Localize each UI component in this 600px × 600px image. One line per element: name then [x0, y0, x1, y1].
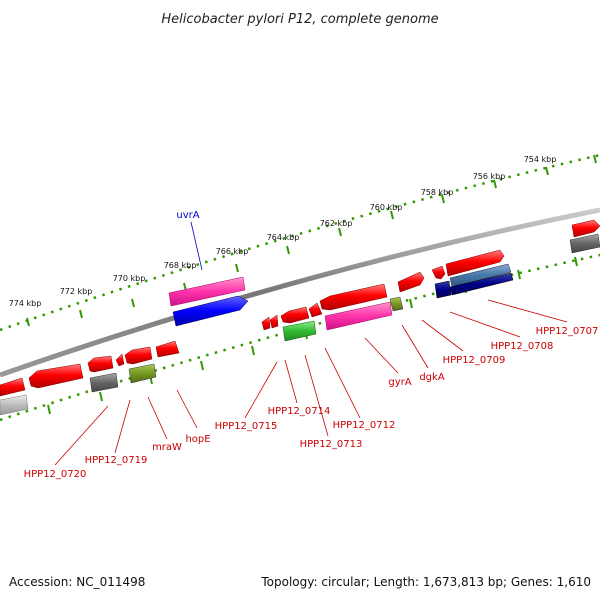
gene-label-HPP12_0707: HPP12_0707: [536, 326, 599, 337]
genome-backbone: [0, 207, 600, 378]
gene-hopE[interactable]: [155, 340, 180, 358]
leader-line: [54, 405, 109, 466]
scale-tick: [441, 194, 445, 204]
scale-tick: [235, 263, 239, 273]
leader-line: [114, 399, 131, 454]
gene-label-dgkA: dgkA: [419, 372, 444, 383]
gene-dgkA[interactable]: [389, 271, 425, 312]
leader-line: [284, 359, 298, 404]
leader-line: [190, 221, 203, 271]
leader-line: [421, 319, 464, 352]
scale-tick: [545, 166, 549, 176]
scale-tick: [390, 210, 394, 220]
scale-labels: 754 kbp 756 kbp 758 kbp 760 kbp 762 kbp …: [9, 155, 557, 308]
leader-line: [324, 347, 361, 419]
gene-HPP12_0714[interactable]: [269, 314, 279, 329]
scale-tick: [200, 360, 204, 371]
scale-tick: [79, 309, 83, 319]
scale-tick: [593, 154, 597, 164]
gene-label-HPP12_0708: HPP12_0708: [491, 341, 554, 352]
gene-label-gyrA: gyrA: [388, 377, 411, 388]
scale-label: 766 kbp: [216, 247, 249, 256]
gene-gyrA[interactable]: [319, 283, 393, 331]
gene-labels: uvrA HPP12_0707 HPP12_0708 HPP12_0709 dg…: [24, 210, 599, 480]
scale-tick: [574, 256, 578, 267]
leader-line: [487, 299, 568, 323]
scale-label: 760 kbp: [370, 203, 403, 212]
gene-HPP12_0719[interactable]: [87, 353, 125, 393]
gene-HPP12_0712[interactable]: [308, 302, 323, 318]
scale-label: 772 kbp: [60, 287, 93, 296]
scale-tick: [99, 391, 103, 402]
leader-line: [304, 354, 329, 437]
leader-line: [401, 324, 429, 369]
leader-line: [449, 311, 521, 338]
leader-line: [364, 337, 399, 374]
leader-line: [176, 389, 198, 429]
scale-track-outer: [0, 153, 600, 332]
gene-HPP12_0708[interactable]: [445, 249, 514, 296]
scale-label: 754 kbp: [524, 155, 557, 164]
gene-label-HPP12_0715: HPP12_0715: [215, 421, 278, 432]
scale-tick: [517, 269, 521, 280]
gene-mraW[interactable]: [124, 346, 157, 384]
gene-HPP12_0720[interactable]: [0, 363, 84, 416]
scale-tick: [251, 345, 255, 356]
gene-HPP12_0709[interactable]: [431, 265, 452, 299]
scale-label: 758 kbp: [421, 188, 454, 197]
accession-text: Accession: NC_011498: [9, 575, 145, 589]
scale-tick: [26, 317, 30, 327]
scale-label: 774 kbp: [9, 299, 42, 308]
gene-uvrA[interactable]: [168, 276, 249, 327]
scale-tick: [286, 245, 290, 255]
scale-tick: [131, 298, 135, 308]
gene-label-HPP12_0713: HPP12_0713: [300, 439, 363, 450]
gene-label-uvrA: uvrA: [176, 210, 199, 221]
gene-label-hopE: hopE: [185, 434, 210, 445]
gene-label-HPP12_0712: HPP12_0712: [333, 420, 396, 431]
scale-tick: [409, 298, 413, 309]
leader-line: [147, 396, 168, 440]
gene-label-HPP12_0714: HPP12_0714: [268, 406, 331, 417]
gene-label-HPP12_0720: HPP12_0720: [24, 469, 87, 480]
scale-tick: [47, 404, 51, 415]
leader-lines: [54, 221, 568, 466]
gene-HPP12_0715[interactable]: [261, 316, 271, 331]
gene-label-mraW: mraW: [152, 442, 182, 453]
genome-summary-text: Topology: circular; Length: 1,673,813 bp…: [260, 575, 591, 589]
gene-label-HPP12_0709: HPP12_0709: [443, 355, 506, 366]
map-title: Helicobacter pylori P12, complete genome: [161, 12, 438, 27]
gene-HPP12_0707[interactable]: [569, 219, 600, 254]
scale-tick: [338, 227, 342, 237]
scale-label: 768 kbp: [164, 261, 197, 270]
gene-HPP12_0713[interactable]: [280, 306, 317, 342]
gene-label-HPP12_0719: HPP12_0719: [85, 455, 148, 466]
scale-label: 756 kbp: [473, 172, 506, 181]
scale-label: 770 kbp: [113, 274, 146, 283]
leader-line: [244, 361, 278, 419]
scale-label: 762 kbp: [320, 219, 353, 228]
scale-tick: [493, 179, 497, 189]
scale-label: 764 kbp: [267, 233, 300, 242]
